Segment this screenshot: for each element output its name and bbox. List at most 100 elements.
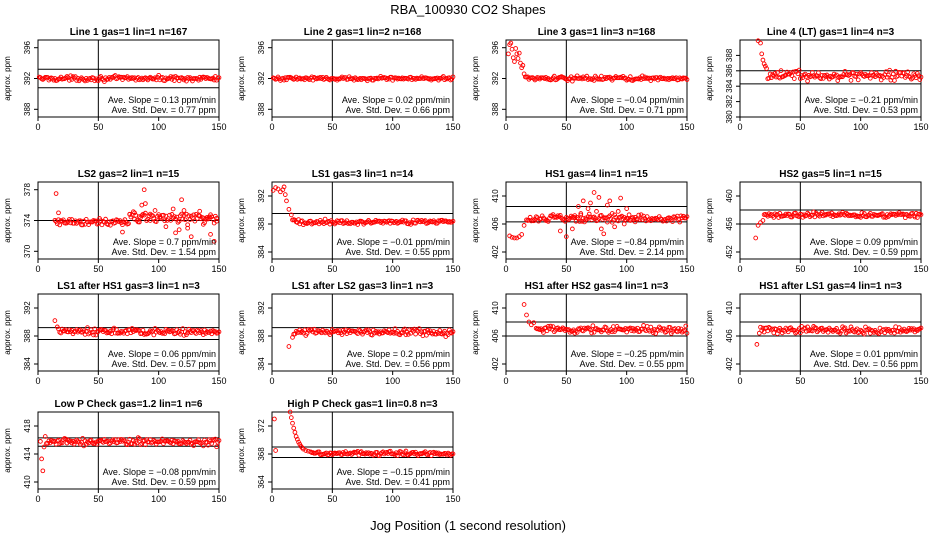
data-point xyxy=(756,330,762,336)
data-point xyxy=(162,218,168,224)
plot-area: HS2 gas=5 lin=1 n=15 approx. ppm 0 50 100 150… xyxy=(705,169,929,274)
data-point xyxy=(585,206,591,211)
data-point xyxy=(173,230,178,236)
data-point xyxy=(190,78,195,84)
plot-area: Line 3 gas=1 lin=3 n=168 approx. ppm 0 50 10… xyxy=(471,27,695,132)
data-point xyxy=(770,72,775,77)
data-point xyxy=(557,213,563,218)
data-point xyxy=(216,75,222,81)
page-x-axis-label: Jog Position (1 second resolution) xyxy=(370,518,566,533)
y-tick-label: 402 xyxy=(491,245,500,259)
data-point xyxy=(153,219,159,224)
data-point xyxy=(126,221,131,226)
data-point xyxy=(858,327,864,333)
chart-panel-1: Line 1 gas=1 lin=1 n=167 approx. ppm 0 50 10… xyxy=(3,27,227,132)
data-point xyxy=(632,326,638,332)
data-point xyxy=(303,448,309,453)
data-point xyxy=(531,320,537,326)
x-tick-label: 0 xyxy=(737,376,742,386)
data-point xyxy=(682,328,687,333)
data-point xyxy=(547,215,552,221)
data-point xyxy=(869,70,874,76)
x-tick-label: 0 xyxy=(503,122,508,132)
plot-area: Line 2 gas=1 lin=2 n=168 approx. ppm 0 50 10… xyxy=(237,27,461,132)
data-point xyxy=(121,437,127,443)
y-axis-label: approx. ppm xyxy=(237,310,246,355)
x-tick-label: 100 xyxy=(853,122,868,132)
data-point xyxy=(85,325,90,330)
x-tick-label: 50 xyxy=(93,494,103,504)
data-point xyxy=(210,328,216,334)
data-point xyxy=(215,330,221,336)
y-tick-label: 384 xyxy=(257,245,266,259)
data-point xyxy=(137,219,142,225)
data-point xyxy=(103,216,108,222)
data-point xyxy=(805,210,810,216)
y-axis-label: approx. ppm xyxy=(237,428,246,473)
x-tick-label: 50 xyxy=(561,264,571,274)
y-tick-label: 380 xyxy=(725,110,734,124)
data-point xyxy=(608,327,614,332)
data-point xyxy=(281,184,287,190)
x-tick-label: 50 xyxy=(795,376,805,386)
x-tick-label: 50 xyxy=(327,264,337,274)
data-point xyxy=(87,330,93,335)
data-point xyxy=(909,76,914,82)
x-tick-label: 50 xyxy=(561,376,571,386)
data-point xyxy=(412,326,417,332)
x-tick-label: 0 xyxy=(35,494,40,504)
chart-title: High P Check gas=1 lin=0.8 n=3 xyxy=(287,399,438,410)
data-point xyxy=(120,229,125,235)
data-point xyxy=(828,73,833,79)
chart-panel-4: Line 4 (LT) gas=1 lin=4 n=3 approx. ppm 0 5… xyxy=(705,27,929,132)
stat-annotation: Ave. Std. Dev. = 0.56 ppm xyxy=(346,359,450,369)
data-point xyxy=(298,330,304,335)
x-tick-label: 100 xyxy=(619,376,634,386)
data-point xyxy=(406,221,411,227)
plot-frame xyxy=(37,293,220,372)
data-point xyxy=(905,69,911,75)
data-point xyxy=(917,326,923,332)
data-point xyxy=(180,326,186,331)
chart-panel-13: Low P Check gas=1.2 lin=1 n=6 approx. ppm… xyxy=(3,399,227,504)
data-point xyxy=(684,330,690,336)
data-point xyxy=(450,218,456,224)
data-point xyxy=(161,212,166,218)
y-axis-label: approx. ppm xyxy=(705,310,714,355)
y-tick-label: 384 xyxy=(725,79,734,93)
data-point xyxy=(288,212,294,218)
stat-annotation: Ave. Slope = 0.09 ppm/min xyxy=(810,237,918,247)
chart-title: Low P Check gas=1.2 lin=1 n=6 xyxy=(55,399,203,410)
stat-annotation: Ave. Std. Dev. = 0.66 ppm xyxy=(346,105,450,115)
data-point xyxy=(890,71,896,77)
plot-frame xyxy=(739,293,922,372)
data-point xyxy=(612,212,617,218)
data-point xyxy=(887,67,892,73)
chart-panel-6: LS1 gas=3 lin=1 n=14 approx. ppm 0 50 100 150… xyxy=(237,169,461,274)
data-point xyxy=(428,453,434,458)
data-point xyxy=(403,218,409,224)
x-tick-label: 150 xyxy=(913,264,928,274)
stat-annotation: Ave. Std. Dev. = 0.59 ppm xyxy=(112,477,216,487)
data-point xyxy=(161,441,166,446)
data-point xyxy=(286,344,292,349)
x-tick-label: 0 xyxy=(269,376,274,386)
data-point xyxy=(450,74,456,80)
data-point xyxy=(168,440,174,446)
data-point xyxy=(576,204,581,209)
data-point xyxy=(406,332,411,337)
data-point xyxy=(764,66,769,71)
data-point xyxy=(349,452,354,457)
data-point xyxy=(759,51,765,57)
data-point xyxy=(176,78,182,84)
data-point xyxy=(545,324,551,329)
data-point xyxy=(755,223,761,228)
data-point xyxy=(776,328,781,333)
x-tick-label: 100 xyxy=(385,264,400,274)
data-point xyxy=(141,187,147,193)
data-point xyxy=(284,198,289,204)
data-point xyxy=(127,211,133,217)
y-tick-label: 388 xyxy=(257,217,266,231)
stat-annotation: Ave. Slope = 0.7 ppm/min xyxy=(113,237,216,247)
data-point xyxy=(855,77,861,83)
